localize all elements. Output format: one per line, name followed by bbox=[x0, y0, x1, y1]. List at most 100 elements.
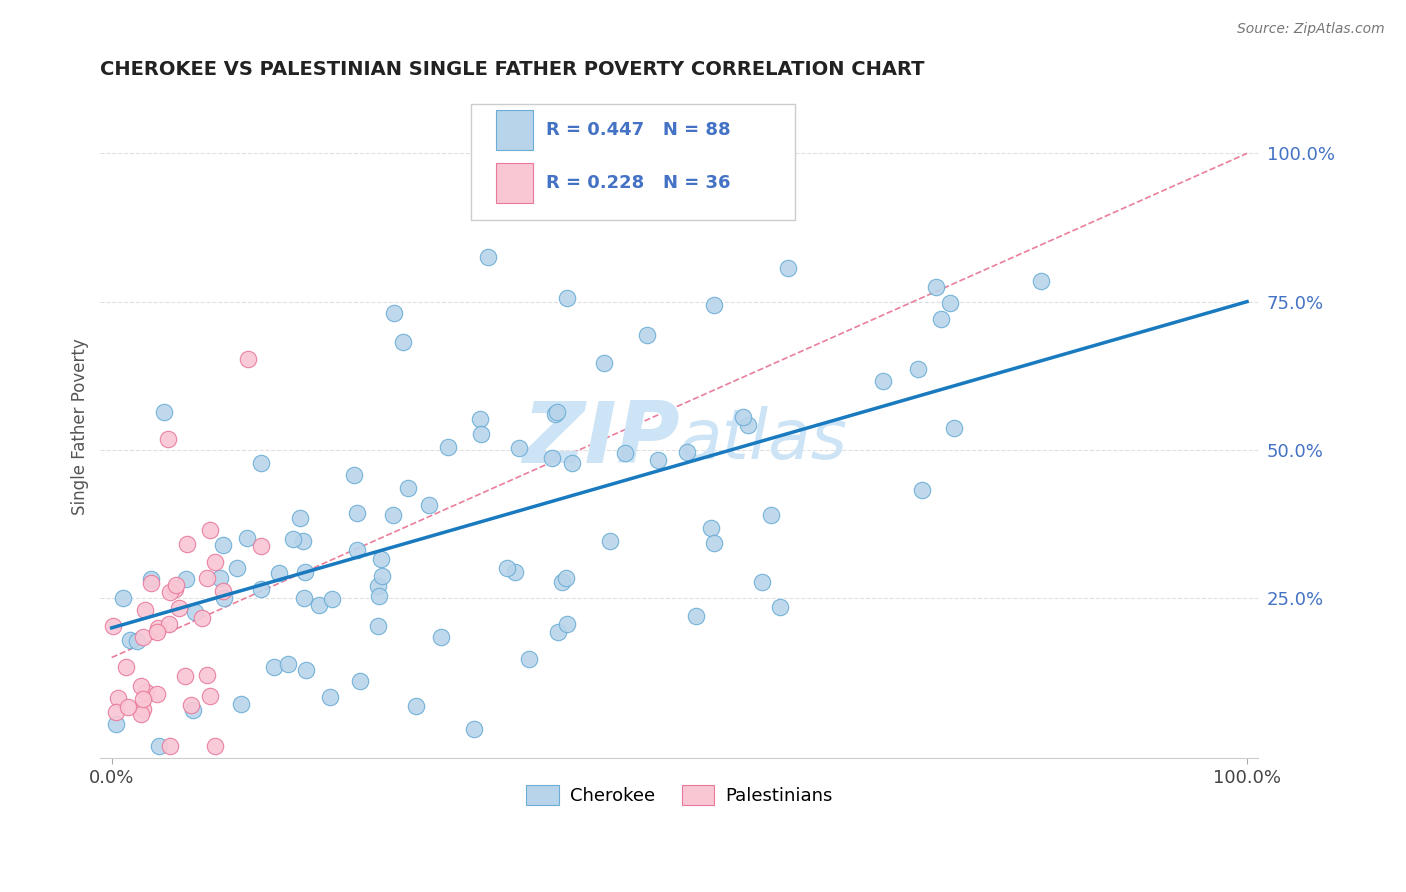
Point bbox=[111, 591, 134, 605]
Point bbox=[212, 538, 235, 552]
Point bbox=[236, 532, 259, 546]
Point bbox=[517, 652, 540, 666]
Point bbox=[370, 551, 392, 566]
Point bbox=[229, 697, 252, 711]
Point bbox=[165, 582, 187, 596]
Point bbox=[943, 420, 966, 434]
Text: R = 0.447   N = 88: R = 0.447 N = 88 bbox=[546, 120, 731, 139]
Text: CHEROKEE VS PALESTINIAN SINGLE FATHER POVERTY CORRELATION CHART: CHEROKEE VS PALESTINIAN SINGLE FATHER PO… bbox=[100, 60, 925, 78]
Point bbox=[145, 687, 167, 701]
Point bbox=[195, 667, 218, 681]
Point bbox=[929, 312, 952, 326]
Point bbox=[129, 679, 152, 693]
Text: atlas: atlas bbox=[679, 406, 848, 473]
Point bbox=[367, 619, 389, 633]
Point bbox=[174, 668, 197, 682]
Point bbox=[195, 571, 218, 585]
Point bbox=[737, 418, 759, 433]
Point bbox=[292, 591, 315, 605]
Point bbox=[593, 356, 616, 370]
Point bbox=[183, 703, 205, 717]
Point bbox=[250, 456, 273, 470]
Point bbox=[508, 442, 530, 456]
Point bbox=[269, 566, 291, 581]
Point bbox=[367, 579, 389, 593]
Point bbox=[288, 511, 311, 525]
Point bbox=[382, 306, 405, 320]
Point bbox=[647, 453, 669, 467]
Point bbox=[120, 632, 142, 647]
Point bbox=[281, 533, 304, 547]
Y-axis label: Single Father Poverty: Single Father Poverty bbox=[72, 338, 89, 515]
Point bbox=[145, 624, 167, 639]
Point bbox=[392, 334, 415, 349]
Point bbox=[703, 535, 725, 549]
Point bbox=[125, 634, 148, 648]
Point bbox=[550, 575, 572, 590]
Point bbox=[761, 508, 783, 522]
Point bbox=[131, 692, 153, 706]
Point bbox=[733, 409, 755, 424]
Point bbox=[495, 561, 517, 575]
Point bbox=[141, 573, 163, 587]
Legend: Cherokee, Palestinians: Cherokee, Palestinians bbox=[519, 778, 839, 813]
Point bbox=[437, 440, 460, 454]
Point bbox=[938, 296, 960, 310]
Point bbox=[157, 616, 180, 631]
Point bbox=[561, 457, 583, 471]
Point bbox=[152, 404, 174, 418]
Point bbox=[156, 432, 179, 446]
Point bbox=[115, 660, 138, 674]
Point bbox=[382, 508, 405, 523]
Point bbox=[685, 609, 707, 624]
Point bbox=[250, 582, 273, 596]
Point bbox=[463, 722, 485, 736]
Point bbox=[636, 327, 658, 342]
Point bbox=[555, 617, 578, 632]
Point bbox=[146, 621, 169, 635]
FancyBboxPatch shape bbox=[496, 110, 533, 150]
Point bbox=[349, 674, 371, 689]
Point bbox=[141, 576, 163, 591]
Point bbox=[117, 699, 139, 714]
Text: Source: ZipAtlas.com: Source: ZipAtlas.com bbox=[1237, 22, 1385, 37]
Point bbox=[541, 451, 564, 466]
Point bbox=[226, 560, 249, 574]
Point bbox=[703, 298, 725, 312]
Point bbox=[107, 691, 129, 706]
Point bbox=[292, 534, 315, 549]
Point bbox=[165, 578, 187, 592]
Point bbox=[308, 598, 330, 612]
Point bbox=[167, 600, 190, 615]
Point bbox=[503, 566, 526, 580]
Point bbox=[148, 739, 170, 754]
Point bbox=[103, 619, 125, 633]
Point bbox=[238, 351, 260, 366]
Point bbox=[346, 506, 368, 520]
Point bbox=[405, 699, 427, 714]
Point bbox=[751, 574, 773, 589]
Point bbox=[176, 537, 198, 551]
Point bbox=[211, 583, 233, 598]
Point bbox=[418, 498, 440, 512]
Point bbox=[159, 739, 181, 754]
Point bbox=[676, 445, 699, 459]
Point bbox=[174, 572, 197, 586]
Point bbox=[295, 663, 318, 677]
Point bbox=[184, 605, 207, 619]
Text: ZIP: ZIP bbox=[522, 398, 679, 481]
Point bbox=[555, 291, 578, 305]
Point bbox=[547, 624, 569, 639]
Point bbox=[343, 467, 366, 482]
Point bbox=[613, 445, 636, 459]
Point bbox=[135, 684, 157, 698]
Point bbox=[294, 565, 316, 579]
Point bbox=[180, 698, 202, 713]
Point bbox=[132, 630, 155, 644]
Point bbox=[319, 690, 342, 704]
Point bbox=[198, 689, 221, 703]
Point bbox=[477, 250, 499, 264]
Point bbox=[769, 600, 792, 615]
Point bbox=[925, 280, 948, 294]
Point bbox=[204, 555, 226, 569]
